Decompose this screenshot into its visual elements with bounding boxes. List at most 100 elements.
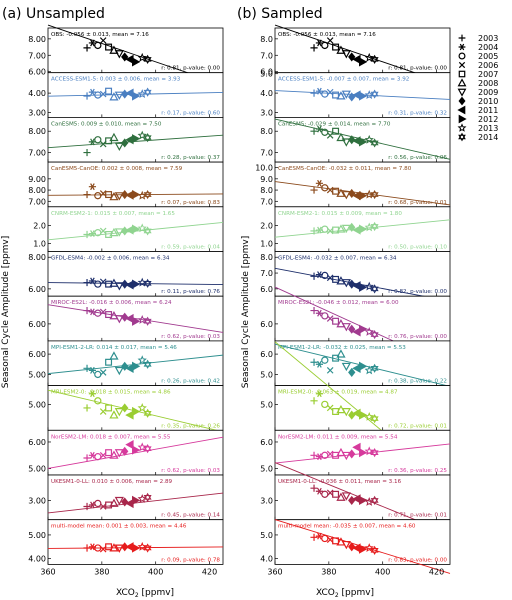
- point-2004: [315, 532, 324, 540]
- point-2012: [359, 448, 368, 458]
- point-2005: [94, 309, 102, 317]
- subplot-label: MPI-ESM1-2-LR: -0.032 ± 0.025, mean = 5.…: [278, 345, 406, 351]
- y-tick-label: 3.00: [28, 496, 46, 505]
- point-2014: [143, 189, 152, 200]
- panel-b-title: (b) Sampled: [237, 6, 323, 22]
- point-2007: [105, 543, 113, 551]
- subplot-stats: r: 0.81, p-value: 0.00: [388, 66, 447, 72]
- point-2003: [83, 404, 91, 412]
- subplot-canesm5-canoe-b: 10.0 9.0 8.0 7.0 CanESM5-CanOE: -0.032 ± 0.0…: [255, 161, 451, 208]
- point-2014: [143, 87, 152, 97]
- point-2012: [132, 495, 141, 506]
- y-tick-label: 7.0: [260, 269, 273, 278]
- subplot-label: MRI-ESM2-0: -0.063 ± 0.019, mean = 4.87: [278, 390, 398, 396]
- point-2012: [359, 191, 368, 201]
- point-2004: [315, 87, 324, 95]
- legend-marker-2010: [458, 96, 466, 106]
- subplot-access-b: 5.0 4.0 3.0 ACCESS-ESM1-5: -0.007 ± 0.007, …: [260, 70, 451, 118]
- point-2013: [364, 326, 374, 336]
- point-2004: [88, 39, 97, 47]
- x-tick-label: 420: [429, 567, 444, 576]
- legend-label-2005: 2005: [478, 52, 498, 61]
- subplot-frame: [47, 474, 224, 521]
- y-tick-label: 8.00: [28, 127, 46, 136]
- point-2014: [143, 278, 152, 288]
- legend-marker-2005: [458, 52, 466, 60]
- point-2014: [143, 133, 152, 143]
- point-2010: [121, 446, 129, 456]
- point-2012: [132, 189, 141, 200]
- subplot-label: CNRM-ESM2-1: 0.015 ± 0.007, mean = 1.65: [51, 211, 175, 217]
- point-2012: [132, 91, 141, 101]
- point-2009: [341, 50, 351, 59]
- y-tick-label: 4.00: [28, 555, 46, 564]
- point-2009: [341, 451, 351, 461]
- point-2003: [310, 89, 318, 97]
- subplot-label: ACCESS-ESM1-5: -0.007 ± 0.007, mean = 3.…: [278, 77, 409, 83]
- point-2003: [83, 544, 91, 552]
- x-tick-label: 400: [375, 567, 390, 576]
- point-2014: [143, 543, 152, 553]
- point-2008: [336, 188, 346, 197]
- panels: 8.00 7.00 6.00 OBS: -0.056 ± 0.013, mean = …: [28, 24, 451, 576]
- point-2012: [132, 445, 141, 455]
- point-2014: [370, 138, 379, 148]
- point-2010: [348, 279, 356, 289]
- point-2012: [132, 279, 141, 289]
- point-2009: [114, 142, 124, 151]
- subplot-label: MIROC-ES2L: -0.046 ± 0.012, mean = 6.00: [278, 300, 399, 306]
- subplot-label: UKESM1-0-LL: -0.036 ± 0.011, mean = 3.16: [278, 479, 402, 485]
- point-2004: [88, 183, 97, 191]
- point-2004: [315, 179, 324, 187]
- point-2010: [348, 542, 356, 552]
- point-2009: [114, 366, 124, 376]
- x-tick-label: 380: [321, 567, 336, 576]
- y-tick-label: 3.00: [28, 109, 46, 118]
- point-2004: [315, 487, 324, 495]
- point-2012: [359, 495, 368, 506]
- point-2014: [143, 492, 152, 502]
- y-tick-label: 7.00: [28, 51, 46, 60]
- point-2008: [109, 45, 119, 54]
- point-2013: [137, 52, 147, 62]
- y-tick-label: 4.00: [28, 89, 46, 98]
- y-tick-label: 5.00: [28, 370, 46, 379]
- subplot-label: OBS: -0.056 ± 0.013, mean = 7.16: [278, 32, 376, 38]
- point-2003: [83, 92, 91, 100]
- regression-line: [274, 118, 451, 160]
- point-2007: [332, 43, 340, 51]
- point-2013: [137, 355, 147, 365]
- point-2009: [341, 224, 351, 234]
- point-2014: [370, 89, 379, 99]
- point-2008: [109, 543, 119, 552]
- y-tick-label: 8.00: [28, 35, 46, 44]
- point-2005: [321, 451, 329, 459]
- legend-label-2008: 2008: [478, 79, 498, 88]
- point-2008: [109, 132, 119, 142]
- point-2003: [83, 230, 91, 239]
- point-2003: [310, 397, 318, 405]
- subplot-label: ACCESS-ESM1-5: 0.003 ± 0.006, mean = 3.9…: [51, 77, 181, 83]
- subplot-label: CanESM5-CanOE: -0.032 ± 0.011, mean = 7.…: [278, 166, 412, 172]
- y-tick-label: 8.00: [28, 186, 46, 195]
- point-2004: [315, 309, 324, 317]
- point-2009: [341, 323, 351, 332]
- subplot-frame: [274, 519, 451, 565]
- point-2013: [364, 543, 374, 552]
- y-tick-label: 7.0: [260, 197, 273, 206]
- point-2007: [105, 87, 113, 95]
- subplot-frame: [47, 519, 224, 565]
- point-2004: [88, 390, 97, 398]
- y-tick-label: 5.00: [28, 400, 46, 409]
- point-2012: [359, 224, 368, 234]
- point-2009: [114, 282, 124, 291]
- point-2008: [336, 45, 346, 54]
- point-2007: [105, 43, 113, 51]
- legend-label-2009: 2009: [478, 88, 498, 97]
- point-2012: [132, 406, 141, 417]
- subplot-label: CNRM-ESM2-1: 0.015 ± 0.009, mean = 1.80: [278, 211, 402, 217]
- point-2009: [114, 449, 124, 458]
- subplot-frame: [274, 295, 451, 342]
- point-2014: [143, 444, 152, 454]
- point-2005: [94, 136, 102, 144]
